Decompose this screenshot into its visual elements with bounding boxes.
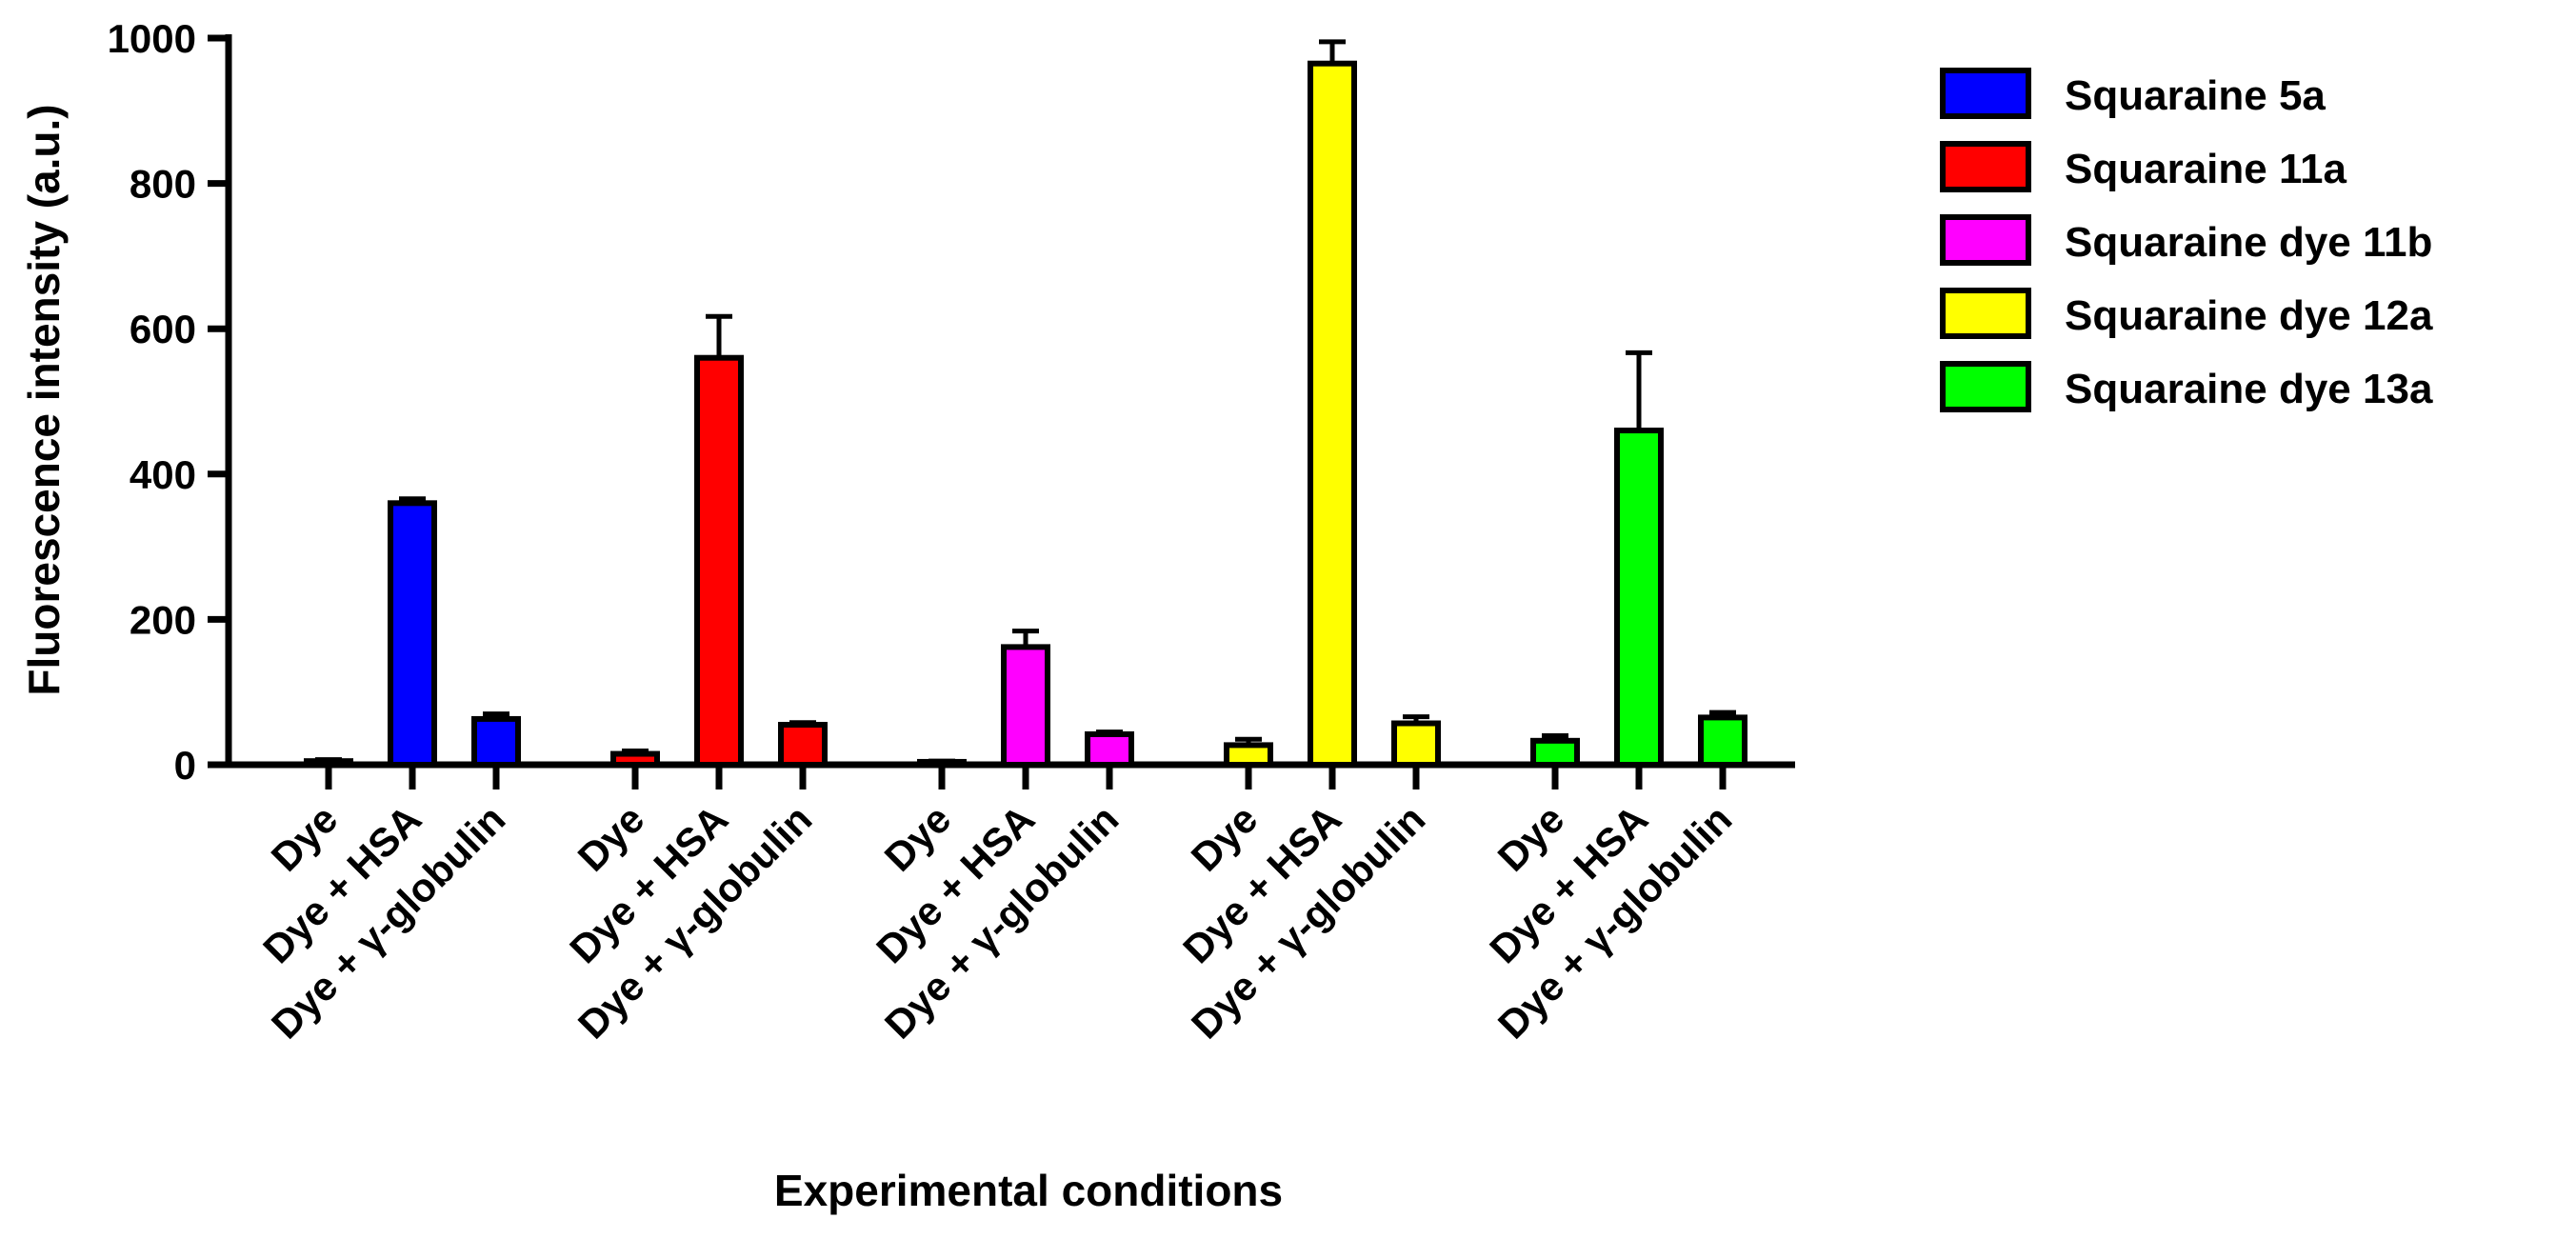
bar-1-0: [610, 750, 660, 768]
y-tick-label-600: 600: [130, 307, 196, 351]
bar-2-0: [917, 758, 967, 768]
legend-label-1: Squaraine 11a: [2065, 146, 2346, 192]
bar-0-0: [304, 758, 353, 768]
legend-label-4: Squaraine dye 13a: [2065, 366, 2433, 412]
bar-3-1: [1308, 60, 1357, 768]
bar-4-2: [1698, 714, 1747, 769]
y-tick-label-1000: 1000: [108, 16, 196, 61]
x-axis-title: Experimental conditions: [774, 1166, 1283, 1215]
legend-swatch-2: [1940, 214, 2031, 266]
bar-0-1: [388, 500, 437, 768]
y-tick-label-200: 200: [130, 597, 196, 642]
legend: Squaraine 5a Squaraine 11a Squaraine dye 1…: [1940, 68, 2433, 412]
y-axis-title: Fluorescence intensity (a.u.): [19, 104, 69, 695]
legend-label-3: Squaraine dye 12a: [2065, 292, 2433, 339]
bar-1-1: [694, 354, 744, 768]
bar-2-2: [1085, 730, 1134, 768]
bar-3-2: [1391, 720, 1441, 768]
legend-swatch-0: [1940, 68, 2031, 119]
bar-4-0: [1530, 737, 1580, 768]
y-tick-label-400: 400: [130, 452, 196, 497]
legend-swatch-4: [1940, 361, 2031, 412]
y-tick-label-800: 800: [130, 162, 196, 207]
bar-1-2: [778, 722, 828, 768]
legend-swatch-1: [1940, 141, 2031, 192]
bar-2-1: [1001, 644, 1050, 768]
legend-swatch-3: [1940, 288, 2031, 339]
bar-0-2: [471, 715, 521, 769]
legend-label-0: Squaraine 5a: [2065, 72, 2326, 119]
bar-3-0: [1224, 742, 1273, 768]
legend-label-2: Squaraine dye 11b: [2065, 219, 2432, 266]
bar-4-1: [1614, 428, 1664, 768]
y-tick-label-0: 0: [174, 743, 196, 788]
